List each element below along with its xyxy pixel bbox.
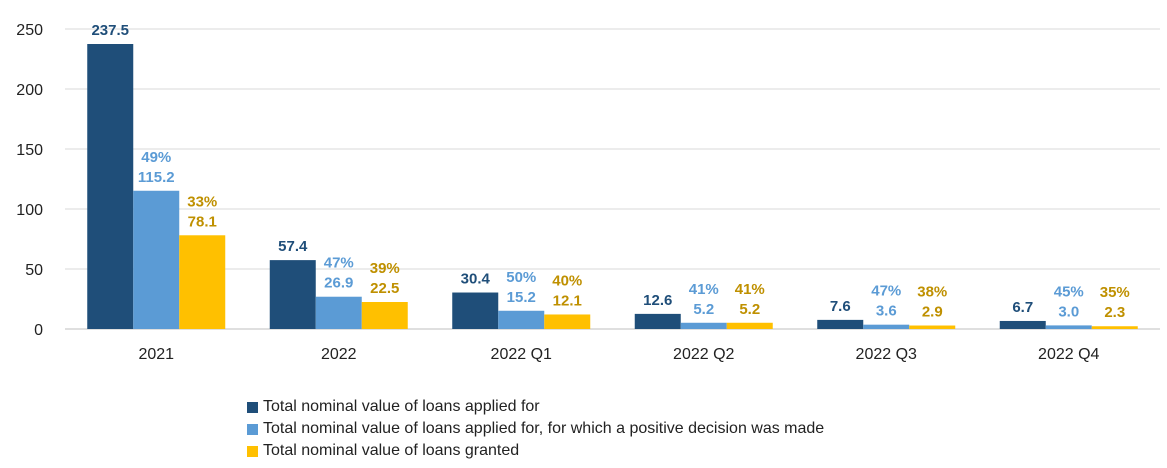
data-label: 26.9 [324, 275, 353, 292]
data-label: 6.7 [1012, 299, 1033, 316]
x-axis: 2021 2022 2022 Q1 2022 Q2 2022 Q3 2022 Q4 [138, 346, 1099, 363]
legend-swatch-granted [247, 445, 258, 457]
bars-group [87, 44, 1138, 329]
data-label: 115.2 [138, 169, 175, 186]
data-label: 12.6 [643, 292, 672, 309]
legend-item-granted: Total nominal value of loans granted [247, 440, 824, 462]
bar [909, 325, 956, 329]
bar [999, 320, 1046, 329]
data-label: 5.2 [739, 301, 760, 318]
percent-label: 33% [187, 193, 217, 210]
legend-label-granted: Total nominal value of loans granted [263, 442, 520, 459]
x-tick-label: 2022 Q3 [856, 346, 917, 363]
data-label: 2.9 [922, 304, 943, 321]
legend-item-applied: Total nominal value of loans applied for [247, 396, 824, 418]
percent-label: 40% [552, 272, 582, 289]
bar [680, 322, 727, 329]
y-tick-label: 150 [16, 142, 43, 159]
bar [179, 235, 226, 329]
percent-label: 41% [735, 281, 765, 298]
bar [634, 313, 681, 329]
data-label: 22.5 [370, 280, 399, 297]
bar [863, 324, 910, 329]
x-tick-label: 2022 Q1 [491, 346, 552, 363]
legend-swatch-positive-decision [247, 423, 258, 435]
bar [315, 296, 362, 329]
bar [269, 260, 316, 329]
bar-chart: 237.5 115.2 49% 78.1 33% 57.4 26.9 47% 22.5 39% 30… [16, 22, 1160, 363]
data-label: 12.1 [553, 292, 582, 309]
legend: Total nominal value of loans applied for… [247, 396, 824, 462]
percent-label: 38% [917, 284, 947, 301]
data-label: 237.5 [91, 22, 129, 39]
y-tick-label: 0 [34, 322, 43, 339]
percent-label: 45% [1054, 283, 1084, 300]
x-tick-label: 2021 [138, 346, 174, 363]
bar [1091, 326, 1138, 329]
bar [1045, 325, 1092, 329]
data-labels-group: 237.5 115.2 49% 78.1 33% 57.4 26.9 47% 22.5 39% 30… [91, 22, 1129, 321]
gridlines [65, 28, 1160, 330]
percent-label: 41% [689, 281, 719, 298]
data-label: 2.3 [1104, 304, 1125, 321]
data-label: 5.2 [693, 301, 714, 318]
y-axis: 0 50 100 150 200 250 [16, 22, 43, 339]
data-label: 30.4 [461, 271, 491, 288]
data-label: 7.6 [830, 298, 851, 315]
x-tick-label: 2022 [321, 346, 357, 363]
data-label: 3.6 [876, 303, 897, 320]
bar [133, 190, 180, 329]
legend-item-positive-decision: Total nominal value of loans applied for… [247, 418, 824, 440]
percent-label: 47% [871, 283, 901, 300]
legend-swatch-applied [247, 401, 258, 413]
bar [361, 302, 408, 329]
bar [726, 322, 773, 329]
percent-label: 39% [370, 260, 400, 277]
bar [452, 292, 499, 329]
bar [498, 310, 545, 329]
y-tick-label: 50 [25, 262, 43, 279]
bar [817, 319, 864, 329]
y-tick-label: 200 [16, 82, 43, 99]
legend-label-applied: Total nominal value of loans applied for [263, 398, 540, 415]
data-label: 3.0 [1058, 303, 1079, 320]
percent-label: 47% [324, 255, 354, 272]
bar [544, 314, 591, 329]
data-label: 78.1 [188, 213, 217, 230]
legend-label-positive-decision: Total nominal value of loans applied for… [263, 420, 825, 437]
y-tick-label: 250 [16, 22, 43, 39]
data-label: 15.2 [507, 289, 536, 306]
percent-label: 49% [141, 149, 171, 166]
y-tick-label: 100 [16, 202, 43, 219]
x-tick-label: 2022 Q2 [673, 346, 734, 363]
percent-label: 50% [506, 269, 536, 286]
percent-label: 35% [1100, 284, 1130, 301]
data-label: 57.4 [278, 238, 308, 255]
x-tick-label: 2022 Q4 [1038, 346, 1099, 363]
bar [87, 44, 134, 329]
